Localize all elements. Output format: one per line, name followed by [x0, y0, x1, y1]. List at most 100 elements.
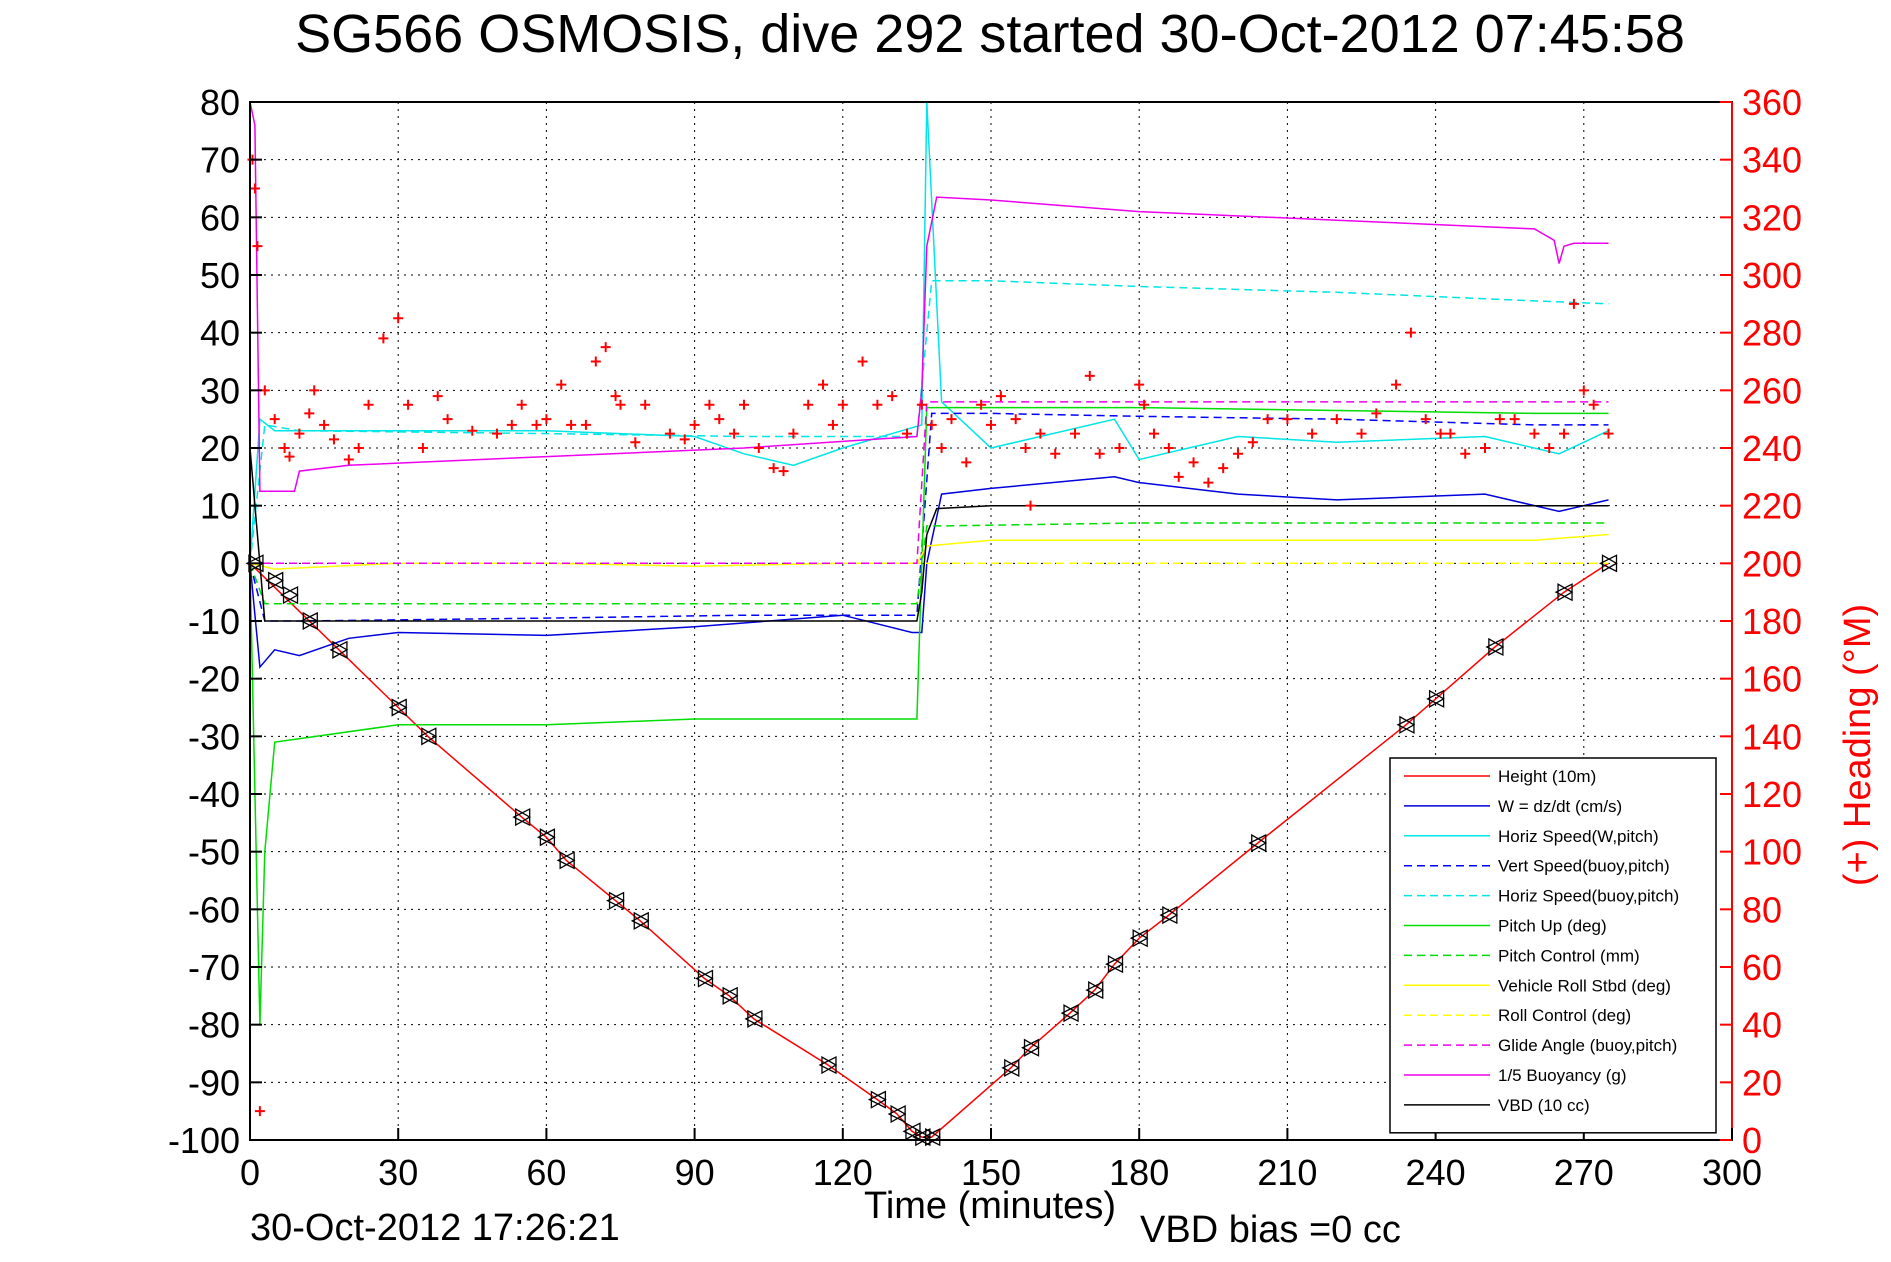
depth-marker	[299, 611, 319, 631]
heading-point	[1139, 399, 1150, 410]
y-tick-label: -40	[188, 774, 240, 815]
heading-point	[1405, 327, 1416, 338]
x-tick-label: 120	[813, 1152, 873, 1193]
y-tick-label: -60	[188, 889, 240, 930]
heading-point	[1025, 500, 1036, 511]
y2-tick-label: 180	[1742, 601, 1802, 642]
heading-point	[1445, 428, 1456, 439]
heading-point	[249, 183, 260, 194]
right-axis: 3603403203002802602402202001801601401201…	[1720, 82, 1802, 1161]
legend-entry: VBD (10 cc)	[1498, 1096, 1590, 1115]
x-tick-label: 30	[378, 1152, 418, 1193]
heading-point	[254, 1106, 265, 1117]
depth-marker	[606, 891, 625, 910]
depth-marker	[536, 828, 556, 847]
heading-point	[1035, 428, 1046, 439]
legend: Height (10m) W = dz/dt (cm/s) Horiz Speed(…	[1389, 757, 1717, 1134]
y-tick-label: 50	[200, 255, 240, 296]
depth-marker	[1060, 1004, 1080, 1023]
series-heading	[247, 154, 1614, 1117]
heading-point	[1247, 437, 1258, 448]
series-w-dz-dt-cm-s	[249, 476, 1609, 669]
y2-tick-label: 320	[1742, 197, 1802, 238]
depth-marker	[1085, 980, 1105, 1000]
heading-point	[353, 443, 364, 453]
y-tick-label: 0	[220, 543, 240, 584]
x-tick-label: 300	[1702, 1152, 1762, 1193]
depth-marker	[556, 851, 576, 870]
heading-point	[1149, 428, 1160, 439]
heading-point	[1356, 428, 1367, 439]
depth-marker	[744, 1009, 764, 1029]
heading-point	[516, 399, 527, 410]
heading-point	[1603, 428, 1614, 439]
heading-point	[739, 399, 749, 410]
series-1-5-buoyancy-g	[249, 101, 1609, 493]
heading-point	[986, 419, 996, 430]
y-tick-label: -70	[188, 947, 240, 988]
series-line	[249, 476, 1609, 669]
x-tick-label: 240	[1406, 1152, 1466, 1193]
series-line	[249, 562, 1609, 1138]
heading-point	[600, 342, 611, 353]
series-line	[250, 401, 1609, 565]
series-layer	[245, 101, 1618, 1147]
heading-point	[689, 419, 700, 430]
heading-point	[1134, 379, 1145, 390]
heading-point	[610, 391, 621, 402]
y-tick-label: -10	[188, 601, 240, 642]
y2-tick-label: 60	[1742, 947, 1782, 988]
heading-point	[1480, 443, 1490, 453]
y2-tick-label: 20	[1742, 1062, 1782, 1103]
depth-marker	[922, 1127, 942, 1147]
depth-marker	[1599, 554, 1618, 573]
y-tick-label: -90	[188, 1062, 240, 1103]
heading-point	[328, 434, 339, 445]
y-tick-label: 40	[200, 313, 240, 354]
x-tick-label: 60	[526, 1152, 566, 1193]
heading-point	[556, 379, 567, 390]
heading-point	[818, 379, 829, 390]
series-horiz-speed-w-pitch	[249, 101, 1609, 564]
depth-marker	[1001, 1058, 1021, 1078]
depth-marker	[1248, 833, 1268, 853]
heading-point	[590, 356, 601, 367]
x-tick-label: 210	[1257, 1152, 1317, 1193]
series-line	[249, 280, 1609, 564]
heading-point	[279, 443, 290, 453]
y-tick-label: 20	[200, 428, 240, 469]
heading-point	[1203, 477, 1214, 488]
depth-marker	[719, 986, 739, 1005]
depth-marker	[1426, 689, 1445, 708]
heading-point	[1218, 463, 1229, 474]
heading-point	[837, 399, 848, 410]
y-tick-label: -80	[188, 1005, 240, 1046]
heading-point	[1568, 298, 1579, 309]
heading-point	[1371, 408, 1382, 419]
legend-entry: Vert Speed(buoy,pitch)	[1498, 857, 1670, 876]
heading-point	[664, 428, 675, 439]
y2-tick-label: 260	[1742, 370, 1802, 411]
heading-point	[1069, 428, 1080, 439]
y-tick-label: -20	[188, 659, 240, 700]
heading-point	[1578, 385, 1589, 396]
heading-point	[936, 443, 947, 453]
heading-point	[1188, 457, 1199, 468]
heading-point	[729, 428, 740, 439]
x-tick-label: 180	[1109, 1152, 1169, 1193]
heading-point	[319, 419, 330, 430]
left-axis: 80 70 60 50 40 30 20 10 0 -10 -20 -30 -40 -50 -60 -70 -8…	[168, 82, 262, 1161]
heading-point	[902, 428, 913, 439]
heading-point	[1163, 443, 1174, 453]
heading-point	[432, 391, 443, 402]
heading-point	[309, 385, 320, 396]
series-line	[249, 101, 1609, 564]
y2-tick-label: 100	[1742, 832, 1802, 873]
depth-marker	[1105, 954, 1124, 974]
heading-point	[961, 457, 972, 468]
heading-point	[872, 399, 883, 410]
heading-point	[1050, 448, 1061, 459]
heading-point	[768, 463, 779, 474]
depth-marker	[630, 911, 650, 930]
x-tick-label: 90	[675, 1152, 715, 1193]
